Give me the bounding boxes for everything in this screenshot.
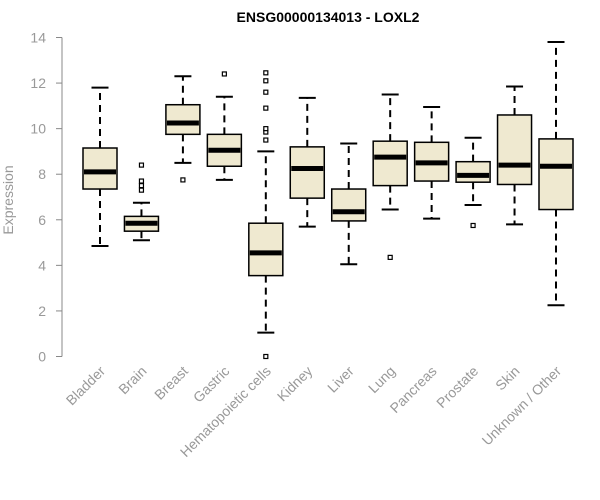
x-tick-label: Breast bbox=[151, 363, 191, 403]
box-brain bbox=[123, 162, 160, 242]
outlier-point bbox=[138, 162, 145, 168]
iqr-box bbox=[496, 114, 533, 186]
y-tick-label: 4 bbox=[38, 257, 46, 273]
iqr-box bbox=[330, 188, 367, 222]
y-axis-label: Expression bbox=[0, 165, 16, 234]
y-tick-label: 10 bbox=[30, 121, 46, 137]
box-bladder bbox=[82, 86, 118, 247]
chart-title: ENSG00000134013 - LOXL2 bbox=[237, 9, 420, 25]
box-pancreas bbox=[413, 105, 450, 220]
x-tick-label: Skin bbox=[492, 363, 523, 394]
box-hematopoietic-cells bbox=[248, 70, 284, 360]
outlier-point bbox=[263, 70, 269, 76]
outlier-point bbox=[470, 222, 476, 229]
box-kidney bbox=[289, 96, 326, 228]
iqr-box bbox=[455, 160, 491, 183]
x-tick-label: Brain bbox=[115, 363, 149, 397]
outlier-point bbox=[138, 183, 145, 189]
box-skin bbox=[496, 85, 533, 226]
iqr-box bbox=[248, 222, 284, 277]
outlier-point bbox=[263, 78, 269, 84]
x-tick-label: Prostate bbox=[433, 363, 481, 411]
x-tick-label: Unknown / Other bbox=[479, 363, 565, 449]
iqr-box bbox=[372, 140, 408, 187]
iqr-box bbox=[289, 146, 326, 199]
boxes-layer bbox=[82, 41, 574, 360]
x-tick-label: Kidney bbox=[274, 363, 316, 405]
outlier-point bbox=[263, 89, 269, 95]
outlier-point bbox=[138, 178, 145, 184]
outlier-point bbox=[263, 353, 269, 360]
box-gastric bbox=[206, 71, 243, 181]
y-tick-label: 2 bbox=[38, 303, 46, 319]
iqr-box bbox=[82, 147, 118, 190]
iqr-box bbox=[538, 138, 574, 211]
y-axis: 0 2 4 6 8 10 12 14 bbox=[30, 30, 63, 365]
outlier-point bbox=[221, 71, 227, 77]
x-tick-label: Liver bbox=[324, 363, 357, 396]
outlier-point bbox=[263, 137, 269, 143]
y-tick-label: 0 bbox=[38, 349, 46, 365]
box-lung bbox=[372, 93, 408, 260]
outlier-point bbox=[387, 254, 393, 260]
x-tick-label: Bladder bbox=[63, 363, 109, 409]
x-tick-label: Lung bbox=[365, 363, 398, 396]
outlier-point bbox=[263, 105, 269, 111]
box-unknown-other bbox=[538, 41, 574, 307]
outlier-point bbox=[180, 177, 186, 183]
iqr-box bbox=[165, 103, 201, 136]
outlier-point bbox=[263, 126, 269, 132]
y-tick-label: 6 bbox=[38, 212, 46, 228]
outlier-point bbox=[138, 187, 145, 193]
box-prostate bbox=[455, 136, 491, 229]
y-tick-label: 12 bbox=[30, 75, 46, 91]
box-breast bbox=[165, 75, 201, 183]
y-tick-label: 14 bbox=[30, 30, 46, 46]
box-liver bbox=[330, 142, 367, 266]
y-tick-label: 8 bbox=[38, 166, 46, 182]
